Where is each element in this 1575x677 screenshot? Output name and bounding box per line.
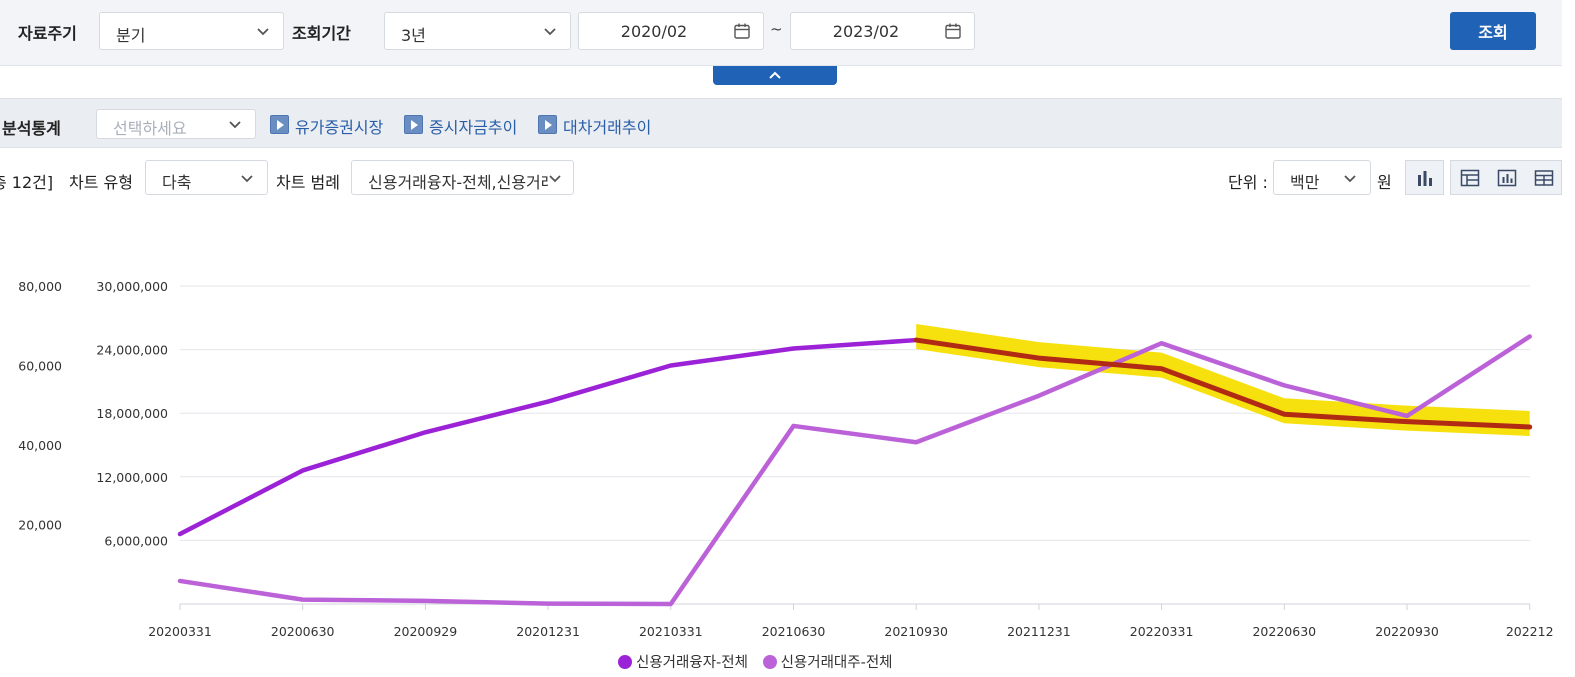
chevron-down-icon — [544, 28, 556, 36]
highlight-line — [913, 337, 1533, 430]
chevron-up-icon — [769, 71, 781, 79]
x-tick-label: 20210930 — [884, 624, 948, 639]
play-icon — [404, 115, 423, 134]
range-value: 3년 — [401, 26, 426, 45]
right-tick-label: 40,000 — [18, 438, 62, 453]
x-tick-label: 20220930 — [1375, 624, 1439, 639]
legend-item-series2[interactable]: 신용거래대주-전체 — [762, 651, 893, 672]
calendar-icon[interactable] — [944, 22, 962, 40]
x-tick-label: 202212 — [1506, 624, 1554, 639]
series-line-credit-loan — [177, 337, 919, 537]
unit-suffix: 원 — [1377, 173, 1392, 192]
x-tick-label: 20210331 — [639, 624, 703, 639]
total-count: 총 12건] — [0, 173, 54, 192]
start-date-input[interactable]: 2020/02 — [578, 12, 764, 50]
view-toggle-group — [1450, 160, 1562, 195]
chart-legend-select[interactable]: 신용거래융자-전체,신용거래대주-전체 — [351, 160, 574, 195]
chart-legend-value: 신용거래융자-전체,신용거래대주-전체 — [368, 173, 548, 192]
chart-type-label: 차트 유형 — [69, 173, 133, 192]
chart-table-icon[interactable] — [1460, 169, 1480, 187]
left-tick-label: 6,000,000 — [104, 533, 168, 548]
chevron-down-icon — [257, 28, 269, 36]
table-icon[interactable] — [1534, 169, 1554, 187]
link-securities-market[interactable]: 유가증권시장 — [295, 118, 384, 137]
chart-frame-icon[interactable] — [1497, 169, 1517, 187]
stats-placeholder: 선택하세요 — [113, 119, 187, 138]
legend-item-series1[interactable]: 신용거래융자-전체 — [618, 651, 748, 672]
stats-select[interactable]: 선택하세요 — [96, 109, 256, 139]
unit-select[interactable]: 백만 — [1273, 160, 1371, 195]
date-separator: ~ — [770, 20, 783, 38]
chevron-down-icon — [1344, 175, 1356, 183]
credit-trading-chart: 6,000,000 12,000,000 18,000,000 24,000,000 3… — [18, 279, 1554, 639]
chart-legend-label: 차트 범례 — [276, 173, 340, 192]
x-tick-label: 20201231 — [516, 624, 580, 639]
period-label: 자료주기 — [18, 24, 77, 43]
x-tick-label: 20211231 — [1007, 624, 1071, 639]
x-tick-label: 20200331 — [148, 624, 212, 639]
filter-bar: 자료주기 분기 조회기간 3년 2020/02 ~ 2023/02 조회 — [0, 0, 1562, 66]
right-tick-label: 60,000 — [18, 359, 62, 374]
left-tick-label: 18,000,000 — [96, 406, 168, 421]
x-tick-label: 20210630 — [762, 624, 826, 639]
chart-type-select[interactable]: 다축 — [145, 160, 268, 195]
chart-legend: 신용거래융자-전체 신용거래대주-전체 — [618, 651, 903, 672]
bar-chart-icon — [1418, 171, 1432, 186]
legend-dot-series2 — [762, 655, 777, 669]
x-tick-label: 20200929 — [394, 624, 458, 639]
collapse-filter-button[interactable] — [713, 66, 837, 85]
right-tick-label: 20,000 — [18, 518, 62, 533]
end-date-value: 2023/02 — [832, 22, 900, 41]
highlight-band-area — [916, 324, 1530, 436]
chevron-down-icon — [229, 121, 241, 129]
period-select[interactable]: 분기 — [99, 12, 284, 50]
legend-label-series1: 신용거래융자-전체 — [636, 655, 748, 671]
right-axis: 20,000 40,000 60,000 80,000 — [18, 279, 62, 533]
x-tick-label: 20200630 — [271, 624, 335, 639]
legend-dot-series1 — [618, 655, 632, 669]
stats-label: 분석통계 — [2, 119, 61, 138]
chevron-down-icon — [549, 175, 561, 183]
start-date-value: 2020/02 — [620, 22, 688, 41]
unit-value: 백만 — [1290, 173, 1320, 192]
chart-view-button[interactable] — [1405, 160, 1444, 195]
right-tick-label: 80,000 — [18, 279, 62, 294]
series-lines — [177, 334, 1533, 607]
search-button[interactable]: 조회 — [1450, 12, 1536, 50]
link-market-funds[interactable]: 증시자금추이 — [429, 118, 518, 137]
link-lending-trades[interactable]: 대차거래추이 — [563, 118, 652, 137]
x-axis: 20200331 20200630 20200929 20201231 20210331… — [148, 603, 1554, 639]
chevron-down-icon — [241, 175, 253, 183]
legend-label-series2: 신용거래대주-전체 — [780, 655, 893, 671]
left-tick-label: 24,000,000 — [96, 343, 168, 358]
x-tick-label: 20220630 — [1252, 624, 1316, 639]
period-value: 분기 — [116, 26, 146, 45]
left-tick-label: 30,000,000 — [96, 279, 168, 294]
highlight-band — [916, 324, 1530, 436]
series-line-credit-short — [177, 334, 1532, 607]
x-tick-label: 20220331 — [1130, 624, 1194, 639]
stats-bar: 분석통계 선택하세요 유가증권시장 증시자금추이 대차거래추이 — [0, 98, 1562, 148]
chart-type-value: 다축 — [162, 173, 192, 192]
left-axis: 6,000,000 12,000,000 18,000,000 24,000,000 3… — [96, 279, 168, 548]
end-date-input[interactable]: 2023/02 — [790, 12, 975, 50]
unit-label: 단위 : — [1228, 173, 1268, 192]
calendar-icon[interactable] — [733, 22, 751, 40]
play-icon — [270, 115, 289, 134]
play-icon — [538, 115, 557, 134]
range-label: 조회기간 — [292, 24, 351, 43]
left-tick-label: 12,000,000 — [96, 470, 168, 485]
range-select[interactable]: 3년 — [384, 12, 571, 50]
